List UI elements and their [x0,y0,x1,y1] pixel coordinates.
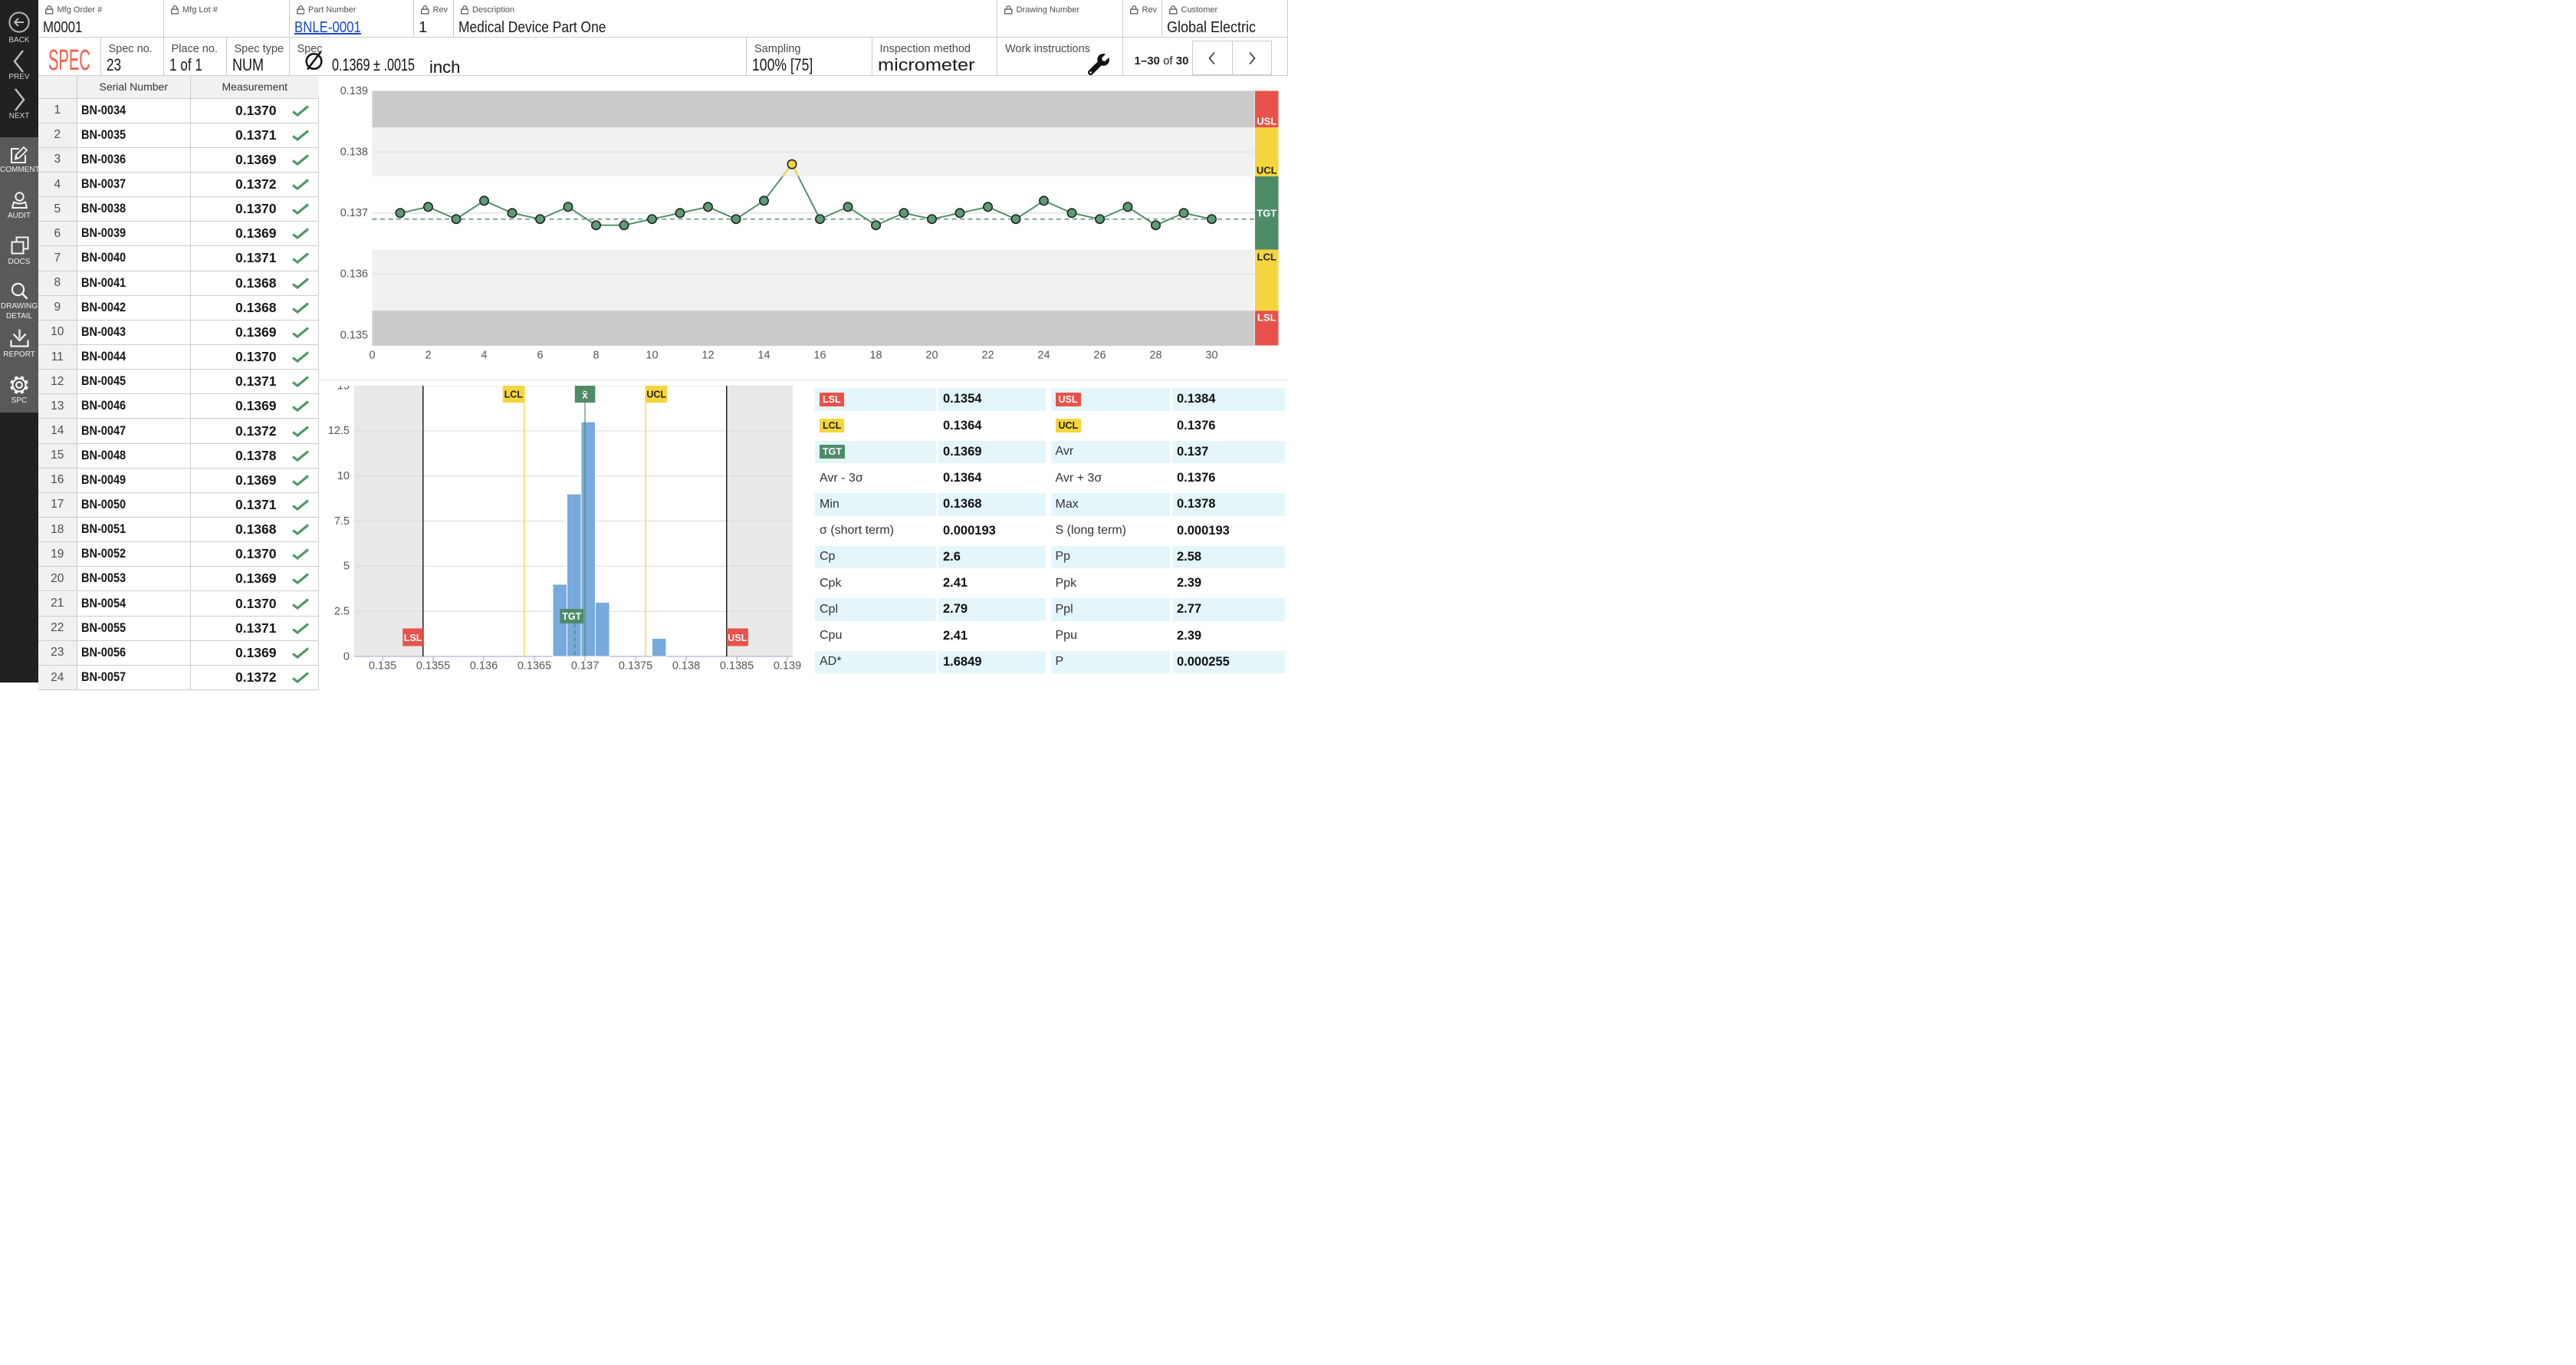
svg-text:8: 8 [593,350,599,362]
svg-text:0.139: 0.139 [774,659,801,672]
svg-text:2.5: 2.5 [334,605,350,617]
svg-text:0.137: 0.137 [340,207,368,219]
svg-text:18: 18 [869,350,882,362]
svg-text:4: 4 [481,350,487,362]
svg-text:24: 24 [1037,350,1050,362]
svg-text:10: 10 [337,470,350,482]
svg-text:0.136: 0.136 [470,659,498,672]
svg-text:10: 10 [646,350,658,362]
svg-text:15: 15 [337,386,350,392]
svg-text:16: 16 [813,350,826,362]
svg-text:28: 28 [1149,350,1162,362]
svg-text:0.137: 0.137 [571,659,599,672]
svg-text:7.5: 7.5 [334,515,350,527]
svg-text:0.135: 0.135 [369,659,396,672]
svg-text:0.1385: 0.1385 [720,659,754,672]
svg-text:0.136: 0.136 [340,268,368,281]
svg-text:0: 0 [369,350,375,362]
svg-text:2: 2 [425,350,431,362]
svg-text:12: 12 [702,350,714,362]
svg-text:0.1375: 0.1375 [619,659,652,672]
svg-text:14: 14 [757,350,770,362]
svg-text:USL: USL [728,633,747,643]
svg-text:0.135: 0.135 [340,329,368,341]
svg-text:0: 0 [343,650,350,663]
svg-text:20: 20 [925,350,938,362]
svg-text:0.1365: 0.1365 [518,659,551,672]
svg-text:LSL: LSL [404,633,422,643]
svg-text:22: 22 [981,350,994,362]
svg-text:USL: USL [1257,116,1276,127]
svg-text:0.138: 0.138 [340,146,368,158]
svg-text:30: 30 [1205,350,1217,362]
svg-text:0.139: 0.139 [340,85,368,97]
svg-text:TGT: TGT [1257,208,1276,219]
svg-text:x̄: x̄ [582,389,588,400]
svg-text:0.138: 0.138 [672,659,700,672]
svg-text:0.1355: 0.1355 [416,659,450,672]
svg-text:26: 26 [1093,350,1106,362]
svg-text:12.5: 12.5 [328,425,350,437]
svg-text:UCL: UCL [1257,165,1277,176]
svg-text:6: 6 [537,350,543,362]
svg-text:LCL: LCL [504,389,524,400]
svg-text:LCL: LCL [1257,252,1276,263]
svg-text:UCL: UCL [646,389,666,400]
svg-text:5: 5 [343,560,350,572]
svg-text:LSL: LSL [1257,312,1276,324]
svg-text:TGT: TGT [562,611,581,622]
